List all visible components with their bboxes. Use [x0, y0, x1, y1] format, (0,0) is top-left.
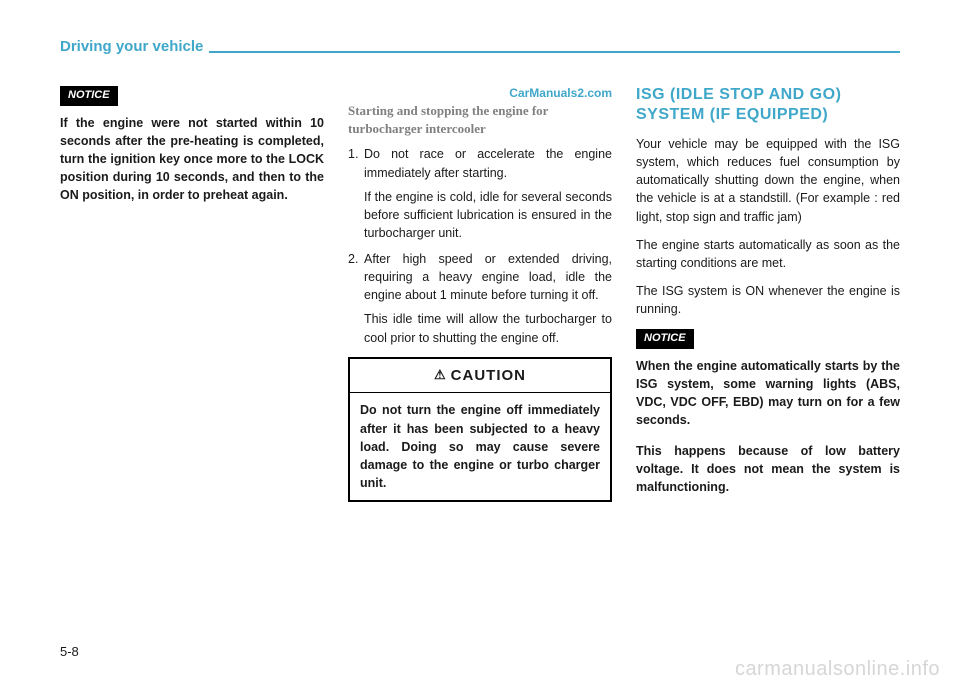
list-body: Do not race or accelerate the engine imm… — [364, 145, 612, 181]
notice-badge: NOTICE — [60, 86, 118, 106]
isg-paragraph-2: The engine starts automatically as soon … — [636, 236, 900, 272]
header-rule — [209, 51, 900, 53]
notice-body-1: When the engine automatically starts by … — [636, 357, 900, 430]
list-item-2: 2. After high speed or extended driving,… — [348, 250, 612, 304]
column-2: CarManuals2.com Starting and stopping th… — [348, 85, 612, 508]
list-body: After high speed or extended driving, re… — [364, 250, 612, 304]
notice-body-2: This happens because of low battery volt… — [636, 442, 900, 496]
turbo-subheading: Starting and stopping the engine for tur… — [348, 102, 612, 137]
watermark-big: carmanualsonline.info — [735, 658, 940, 681]
list-item-1: 1. Do not race or accelerate the engine … — [348, 145, 612, 181]
column-1: NOTICE If the engine were not started wi… — [60, 85, 324, 508]
section-header-title: Driving your vehicle — [60, 38, 203, 57]
list-number: 1. — [348, 145, 364, 181]
page-number: 5-8 — [60, 644, 79, 659]
caution-box: ⚠ CAUTION Do not turn the engine off imme… — [348, 357, 612, 502]
manual-page: Driving your vehicle NOTICE If the engin… — [0, 0, 960, 689]
list-number: 2. — [348, 250, 364, 304]
caution-heading: ⚠ CAUTION — [350, 359, 610, 394]
list-subtext: If the engine is cold, idle for several … — [364, 188, 612, 242]
page-header: Driving your vehicle — [60, 38, 900, 57]
warning-icon: ⚠ — [434, 367, 447, 382]
isg-paragraph-3: The ISG system is ON whenever the engine… — [636, 282, 900, 318]
list-subtext: This idle time will allow the turbocharg… — [364, 310, 612, 346]
notice-body: If the engine were not started within 10… — [60, 114, 324, 205]
caution-body: Do not turn the engine off immediately a… — [350, 393, 610, 500]
notice-badge: NOTICE — [636, 329, 694, 349]
isg-section-title: ISG (IDLE STOP AND GO) SYSTEM (IF EQUIPP… — [636, 85, 900, 125]
caution-label: CAUTION — [451, 367, 526, 384]
isg-paragraph-1: Your vehicle may be equipped with the IS… — [636, 135, 900, 226]
content-columns: NOTICE If the engine were not started wi… — [60, 85, 900, 508]
watermark-small: CarManuals2.com — [348, 85, 612, 102]
column-3: ISG (IDLE STOP AND GO) SYSTEM (IF EQUIPP… — [636, 85, 900, 508]
